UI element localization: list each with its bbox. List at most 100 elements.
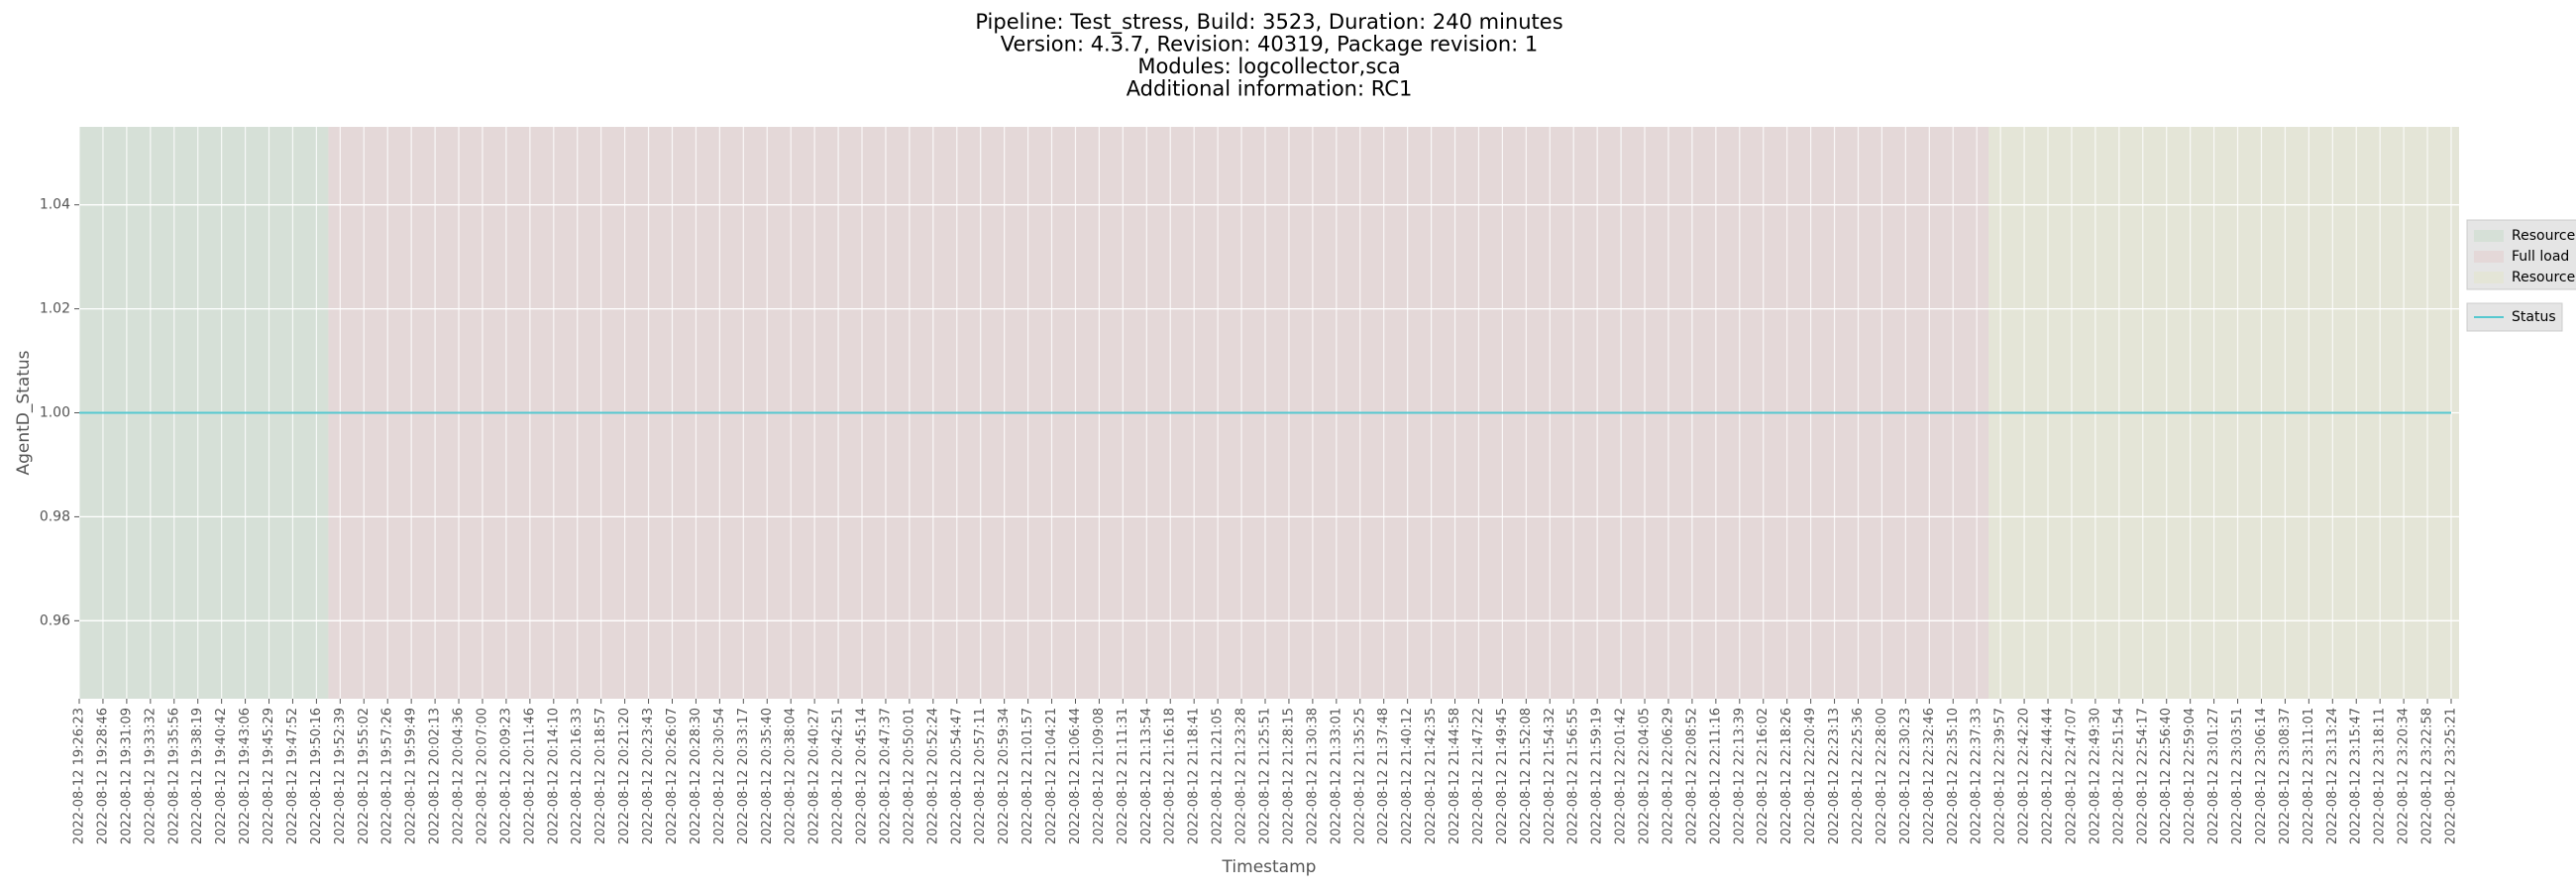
x-tick-label: 2022-08-12 22:37:33 <box>1970 708 1985 844</box>
x-tick-label: 2022-08-12 22:04:05 <box>1638 708 1653 844</box>
x-tick-label: 2022-08-12 20:04:36 <box>452 708 467 844</box>
x-tick-label: 2022-08-12 22:59:04 <box>2183 708 2198 844</box>
x-tick-label: 2022-08-12 21:04:21 <box>1044 708 1059 844</box>
x-tick-label: 2022-08-12 22:18:26 <box>1779 708 1794 844</box>
x-tick-label: 2022-08-12 22:01:42 <box>1614 708 1629 844</box>
x-tick-label: 2022-08-12 21:23:28 <box>1234 708 1249 844</box>
x-tick-label: 2022-08-12 23:18:11 <box>2373 708 2388 844</box>
x-tick-label: 2022-08-12 20:50:01 <box>902 708 916 844</box>
legend-label: Resource <box>2512 270 2575 285</box>
x-tick-label: 2022-08-12 20:09:23 <box>498 708 513 844</box>
x-tick-label: 2022-08-12 20:54:47 <box>949 708 964 844</box>
x-tick-label: 2022-08-12 22:08:52 <box>1684 708 1699 844</box>
x-axis-label: Timestamp <box>1222 857 1317 877</box>
x-tick-label: 2022-08-12 19:55:02 <box>357 708 372 844</box>
x-tick-label: 2022-08-12 23:06:14 <box>2254 708 2269 844</box>
x-tick-label: 2022-08-12 21:56:55 <box>1566 708 1581 844</box>
x-tick-label: 2022-08-12 19:38:19 <box>190 708 205 844</box>
legend-swatch <box>2474 230 2504 242</box>
chart-title: Pipeline: Test_stress, Build: 3523, Dura… <box>975 10 1562 35</box>
x-tick-label: 2022-08-12 21:13:54 <box>1139 708 1154 844</box>
x-tick-label: 2022-08-12 21:37:48 <box>1376 708 1391 844</box>
x-tick-label: 2022-08-12 22:11:16 <box>1708 708 1723 844</box>
x-tick-label: 2022-08-12 20:59:34 <box>997 708 1012 844</box>
legend-swatch <box>2474 251 2504 263</box>
x-tick-label: 2022-08-12 20:57:11 <box>973 708 988 844</box>
x-tick-label: 2022-08-12 23:03:51 <box>2230 708 2245 844</box>
x-tick-label: 2022-08-12 23:13:24 <box>2325 708 2340 844</box>
x-tick-label: 2022-08-12 19:57:26 <box>380 708 395 844</box>
x-tick-label: 2022-08-12 21:40:12 <box>1400 708 1415 844</box>
x-tick-label: 2022-08-12 20:40:27 <box>807 708 822 844</box>
x-tick-label: 2022-08-12 19:26:23 <box>72 708 87 844</box>
x-tick-label: 2022-08-12 21:49:45 <box>1495 708 1510 844</box>
x-tick-label: 2022-08-12 22:28:00 <box>1875 708 1889 844</box>
x-tick-label: 2022-08-12 22:30:23 <box>1898 708 1913 844</box>
x-tick-label: 2022-08-12 20:14:10 <box>546 708 561 844</box>
x-tick-label: 2022-08-12 22:20:49 <box>1803 708 1818 844</box>
x-tick-label: 2022-08-12 19:52:39 <box>333 708 348 844</box>
legend-swatch <box>2474 272 2504 283</box>
x-tick-label: 2022-08-12 20:45:14 <box>855 708 870 844</box>
x-tick-label: 2022-08-12 21:44:58 <box>1448 708 1462 844</box>
x-tick-label: 2022-08-12 20:16:33 <box>570 708 585 844</box>
x-tick-label: 2022-08-12 22:47:07 <box>2064 708 2079 844</box>
x-tick-label: 2022-08-12 22:54:17 <box>2135 708 2150 844</box>
legend-label: Full load <box>2512 249 2569 265</box>
x-tick-label: 2022-08-12 21:47:22 <box>1471 708 1486 844</box>
x-tick-label: 2022-08-12 23:25:21 <box>2444 708 2459 844</box>
x-tick-label: 2022-08-12 22:51:54 <box>2111 708 2126 844</box>
x-tick-label: 2022-08-12 23:11:01 <box>2302 708 2316 844</box>
x-tick-label: 2022-08-12 20:26:07 <box>665 708 680 844</box>
x-tick-label: 2022-08-12 19:40:42 <box>214 708 229 844</box>
x-tick-label: 2022-08-12 21:18:41 <box>1187 708 1202 844</box>
x-tick-label: 2022-08-12 19:28:46 <box>95 708 110 844</box>
x-tick-label: 2022-08-12 19:33:32 <box>143 708 158 844</box>
x-tick-label: 2022-08-12 21:21:05 <box>1211 708 1226 844</box>
x-tick-label: 2022-08-12 20:18:57 <box>593 708 608 844</box>
y-axis-label: AgentD_Status <box>14 350 34 475</box>
legend-label: Resource <box>2512 228 2575 244</box>
legend-label: Status <box>2512 309 2556 325</box>
x-tick-label: 2022-08-12 19:31:09 <box>119 708 134 844</box>
series-legend: Status <box>2466 302 2563 332</box>
x-tick-label: 2022-08-12 20:38:04 <box>784 708 799 844</box>
x-tick-label: 2022-08-12 20:30:54 <box>712 708 727 844</box>
x-tick-label: 2022-08-12 20:11:46 <box>522 708 537 844</box>
x-tick-label: 2022-08-12 23:01:27 <box>2206 708 2221 844</box>
chart-title: Additional information: RC1 <box>1127 77 1413 101</box>
x-tick-label: 2022-08-12 20:23:43 <box>641 708 656 844</box>
x-tick-label: 2022-08-12 23:15:47 <box>2349 708 2364 844</box>
x-tick-label: 2022-08-12 20:35:40 <box>760 708 775 844</box>
x-tick-label: 2022-08-12 21:01:57 <box>1020 708 1035 844</box>
x-tick-label: 2022-08-12 23:22:58 <box>2420 708 2435 844</box>
x-tick-label: 2022-08-12 22:39:57 <box>1993 708 2008 844</box>
x-tick-label: 2022-08-12 19:50:16 <box>309 708 324 844</box>
x-tick-label: 2022-08-12 22:35:10 <box>1946 708 1961 844</box>
x-tick-label: 2022-08-12 21:35:25 <box>1352 708 1367 844</box>
x-tick-label: 2022-08-12 21:52:08 <box>1519 708 1534 844</box>
x-tick-label: 2022-08-12 19:47:52 <box>285 708 300 844</box>
x-tick-label: 2022-08-12 22:56:40 <box>2159 708 2174 844</box>
x-tick-label: 2022-08-12 22:32:46 <box>1922 708 1937 844</box>
x-tick-label: 2022-08-12 21:59:19 <box>1590 708 1605 844</box>
x-tick-label: 2022-08-12 23:08:37 <box>2278 708 2293 844</box>
span-legend: Resource Full load Resource <box>2466 219 2576 290</box>
x-tick-label: 2022-08-12 21:28:15 <box>1281 708 1296 844</box>
x-tick-label: 2022-08-12 21:25:51 <box>1258 708 1273 844</box>
x-tick-label: 2022-08-12 21:30:38 <box>1305 708 1320 844</box>
y-tick-label: 1.02 <box>40 301 70 317</box>
x-tick-label: 2022-08-12 19:43:06 <box>238 708 253 844</box>
x-tick-label: 2022-08-12 21:16:18 <box>1163 708 1178 844</box>
x-tick-label: 2022-08-12 20:47:37 <box>878 708 893 844</box>
x-tick-label: 2022-08-12 20:21:20 <box>617 708 632 844</box>
x-tick-label: 2022-08-12 20:52:24 <box>925 708 940 844</box>
x-tick-label: 2022-08-12 21:54:32 <box>1543 708 1557 844</box>
x-tick-label: 2022-08-12 21:33:01 <box>1329 708 1343 844</box>
x-tick-label: 2022-08-12 21:06:44 <box>1068 708 1083 844</box>
y-tick-label: 0.98 <box>40 508 70 524</box>
y-tick-label: 0.96 <box>40 613 70 628</box>
x-tick-label: 2022-08-12 20:02:13 <box>428 708 443 844</box>
x-tick-label: 2022-08-12 21:09:08 <box>1092 708 1107 844</box>
